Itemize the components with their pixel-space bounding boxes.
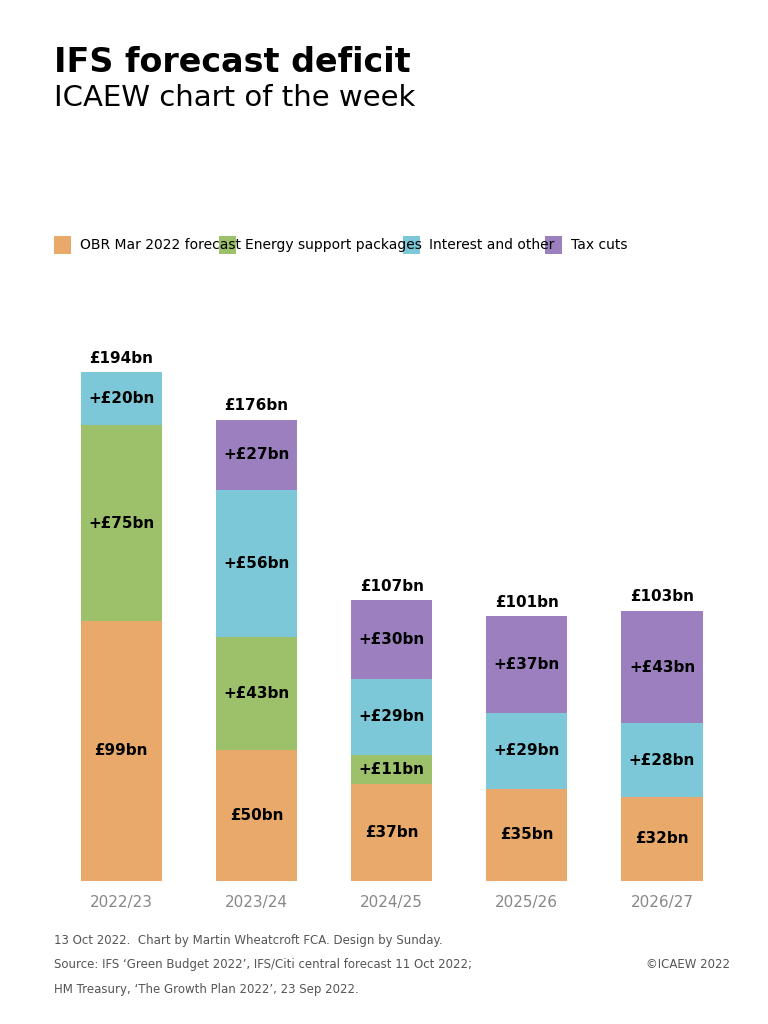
Text: ©ICAEW 2022: ©ICAEW 2022 bbox=[646, 958, 730, 972]
Text: £37bn: £37bn bbox=[365, 824, 419, 840]
Bar bbox=[351, 783, 432, 881]
Text: +£28bn: +£28bn bbox=[629, 753, 695, 768]
Text: ICAEW chart of the week: ICAEW chart of the week bbox=[54, 84, 415, 112]
Text: £176bn: £176bn bbox=[224, 398, 289, 413]
Text: £32bn: £32bn bbox=[635, 831, 689, 846]
Text: £103bn: £103bn bbox=[630, 589, 694, 604]
Text: +£11bn: +£11bn bbox=[359, 762, 425, 777]
Bar bbox=[621, 797, 703, 881]
Bar bbox=[81, 622, 162, 881]
Text: £99bn: £99bn bbox=[94, 743, 148, 759]
Text: +£75bn: +£75bn bbox=[88, 515, 154, 530]
Bar bbox=[216, 490, 297, 637]
Text: Tax cuts: Tax cuts bbox=[571, 238, 628, 252]
Text: +£20bn: +£20bn bbox=[88, 391, 154, 407]
Bar bbox=[81, 373, 162, 425]
Bar bbox=[351, 679, 432, 755]
Text: +£27bn: +£27bn bbox=[223, 447, 290, 463]
Bar bbox=[216, 637, 297, 750]
Text: HM Treasury, ‘The Growth Plan 2022’, 23 Sep 2022.: HM Treasury, ‘The Growth Plan 2022’, 23 … bbox=[54, 983, 359, 996]
Text: +£37bn: +£37bn bbox=[494, 657, 560, 672]
Text: £194bn: £194bn bbox=[89, 351, 154, 366]
Text: OBR Mar 2022 forecast: OBR Mar 2022 forecast bbox=[80, 238, 241, 252]
Text: +£29bn: +£29bn bbox=[359, 710, 425, 724]
Text: +£30bn: +£30bn bbox=[359, 632, 425, 647]
Text: £107bn: £107bn bbox=[359, 579, 424, 594]
Bar bbox=[621, 724, 703, 797]
Bar bbox=[216, 750, 297, 881]
Bar bbox=[621, 611, 703, 724]
Text: +£43bn: +£43bn bbox=[223, 686, 290, 700]
Text: +£56bn: +£56bn bbox=[223, 556, 290, 571]
Text: +£29bn: +£29bn bbox=[494, 743, 560, 759]
Text: £50bn: £50bn bbox=[230, 808, 283, 822]
Text: Interest and other: Interest and other bbox=[429, 238, 554, 252]
Text: 13 Oct 2022.  Chart by Martin Wheatcroft FCA. Design by Sunday.: 13 Oct 2022. Chart by Martin Wheatcroft … bbox=[54, 934, 442, 947]
Text: Source: IFS ‘Green Budget 2022’, IFS/Citi central forecast 11 Oct 2022;: Source: IFS ‘Green Budget 2022’, IFS/Cit… bbox=[54, 958, 472, 972]
Bar bbox=[486, 713, 568, 788]
Text: £35bn: £35bn bbox=[500, 827, 554, 843]
Text: Energy support packages: Energy support packages bbox=[245, 238, 422, 252]
Bar bbox=[486, 616, 568, 713]
Text: £101bn: £101bn bbox=[495, 595, 559, 609]
Bar bbox=[216, 420, 297, 490]
Text: +£43bn: +£43bn bbox=[629, 659, 695, 675]
Bar bbox=[351, 755, 432, 783]
Bar bbox=[486, 788, 568, 881]
Text: IFS forecast deficit: IFS forecast deficit bbox=[54, 46, 410, 79]
Bar bbox=[351, 600, 432, 679]
Bar bbox=[81, 425, 162, 622]
